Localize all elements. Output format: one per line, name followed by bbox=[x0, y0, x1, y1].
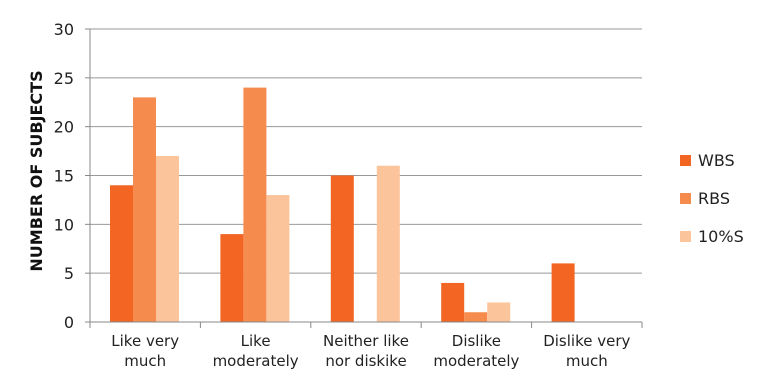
x-category-label: much bbox=[124, 352, 166, 370]
bar-rbs-0 bbox=[133, 97, 156, 322]
legend-swatch bbox=[680, 155, 691, 166]
x-category-label: Dislike bbox=[452, 332, 501, 350]
x-category-label: moderately bbox=[213, 352, 299, 370]
gridlines bbox=[85, 28, 642, 323]
x-category-label: Neither like bbox=[323, 332, 409, 350]
x-category-label: nor diskike bbox=[325, 352, 406, 370]
legend-swatch bbox=[680, 231, 691, 242]
x-category-label: Like very bbox=[111, 332, 179, 350]
bars bbox=[110, 87, 575, 322]
y-tick-labels: 0 5 10 15 20 25 30 bbox=[54, 20, 74, 332]
legend-label: WBS bbox=[698, 151, 735, 170]
y-tick-label: 15 bbox=[54, 167, 74, 186]
x-category-label: much bbox=[566, 352, 608, 370]
legend-label: RBS bbox=[698, 189, 730, 208]
y-tick-label: 5 bbox=[64, 264, 74, 283]
y-tick-label: 25 bbox=[54, 69, 74, 88]
bar-10s-3 bbox=[487, 302, 511, 322]
bar-wbs-0 bbox=[110, 185, 133, 322]
y-tick-label: 0 bbox=[64, 313, 74, 332]
x-category-label: Like bbox=[241, 332, 271, 350]
y-tick-label: 20 bbox=[54, 118, 74, 137]
x-category-labels: Like very much Like moderately Neither like n… bbox=[111, 332, 630, 370]
y-tick-label: 10 bbox=[54, 215, 74, 234]
bar-wbs-3 bbox=[441, 282, 465, 322]
bar-rbs-3 bbox=[464, 312, 488, 322]
bar-wbs-1 bbox=[220, 234, 244, 322]
y-axis-label: NUMBER OF SUBJECTS bbox=[27, 70, 46, 271]
bar-10s-0 bbox=[156, 155, 179, 322]
x-category-label: moderately bbox=[433, 352, 519, 370]
bar-wbs-4 bbox=[551, 263, 575, 322]
legend: WBS RBS 10%S bbox=[680, 151, 744, 246]
x-category-label: Dislike very bbox=[543, 332, 630, 350]
bar-rbs-1 bbox=[243, 87, 267, 322]
bar-10s-1 bbox=[266, 195, 290, 322]
bar-10s-2 bbox=[376, 165, 400, 322]
legend-label: 10%S bbox=[698, 227, 744, 246]
y-tick-label: 30 bbox=[54, 20, 74, 39]
bar-wbs-2 bbox=[330, 175, 354, 322]
axes bbox=[89, 29, 643, 328]
legend-swatch bbox=[680, 193, 691, 204]
